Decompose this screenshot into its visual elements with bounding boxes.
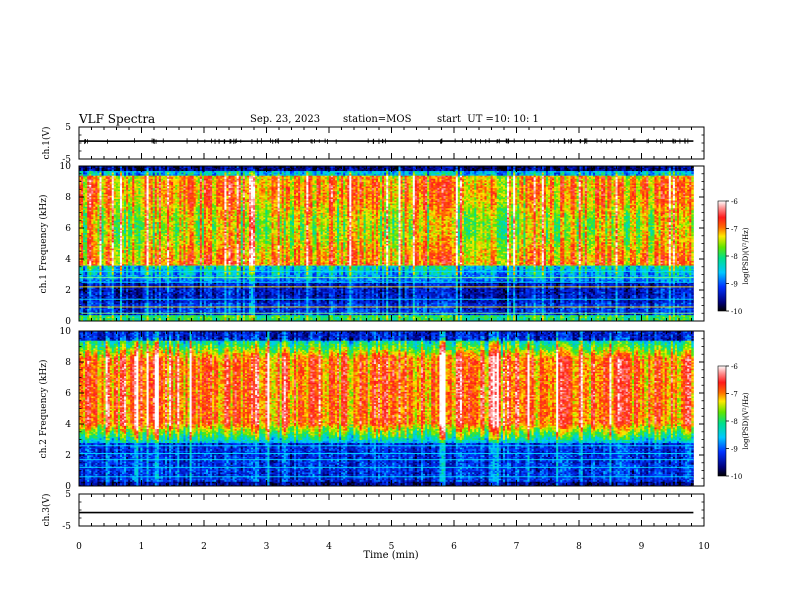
ch1-voltage-ylabel: ch.1(V) [41, 127, 52, 160]
figure: 5-5 ch.1(V) 0246810 ch.1 Frequency (kHz)… [0, 0, 792, 612]
ch1-voltage-panel: 5-5 ch.1(V) [41, 123, 704, 165]
ch1-spectrogram [79, 166, 694, 321]
y-tick-label: 5 [65, 123, 71, 133]
